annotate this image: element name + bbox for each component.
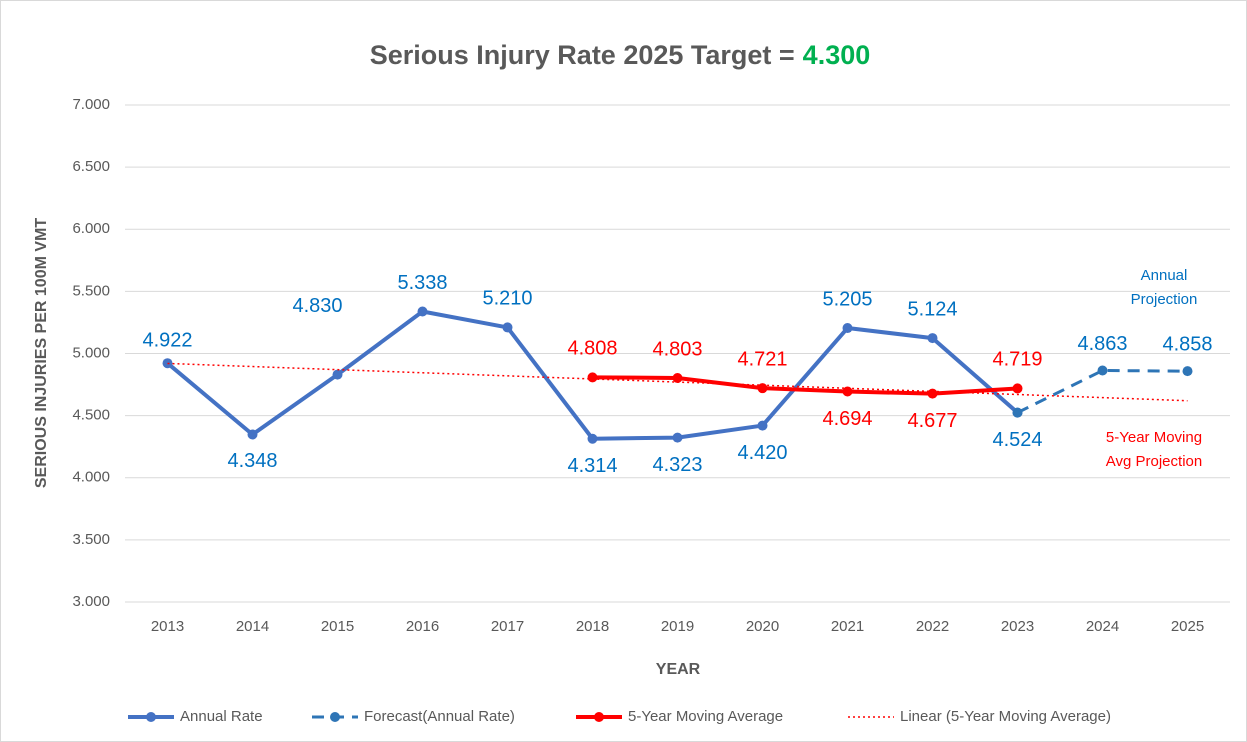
- x-axis-label: YEAR: [656, 661, 701, 678]
- point-marker: [247, 429, 258, 440]
- point-marker: [1182, 366, 1193, 377]
- title-text: Serious Injury Rate 2025 Target =: [370, 40, 795, 70]
- y-axis-label: SERIOUS INJURIES PER 100M VMT: [33, 218, 50, 489]
- y-tick-label: 4.500: [72, 407, 110, 424]
- point-marker: [842, 386, 853, 397]
- point-marker: [1012, 407, 1023, 418]
- annotation-line: Avg Projection: [1106, 453, 1202, 470]
- legend-item: Annual Rate: [128, 708, 263, 725]
- y-tick-label: 3.500: [72, 531, 110, 548]
- y-tick-label: 6.500: [72, 158, 110, 175]
- data-label: 5.210: [482, 288, 532, 310]
- y-tick-label: 7.000: [72, 96, 110, 113]
- x-tick-label: 2016: [406, 618, 439, 635]
- legend-label: 5-Year Moving Average: [628, 708, 783, 725]
- y-tick-label: 5.000: [72, 344, 110, 361]
- x-tick-label: 2018: [576, 618, 609, 635]
- data-label: 4.863: [1077, 333, 1127, 355]
- data-label: 4.524: [992, 429, 1042, 451]
- annotation-line: 5-Year Moving: [1106, 429, 1202, 446]
- data-label: 5.124: [907, 298, 957, 320]
- chart-title: Serious Injury Rate 2025 Target = 4.300: [370, 40, 871, 70]
- y-tick-label: 4.000: [72, 469, 110, 486]
- data-label: 4.314: [567, 455, 617, 477]
- annotation: Annual Projection: [1131, 267, 1198, 308]
- y-tick-label: 6.000: [72, 220, 110, 237]
- point-marker: [757, 383, 768, 394]
- x-tick-label: 2025: [1171, 618, 1204, 635]
- point-marker: [587, 372, 598, 383]
- data-label: 4.858: [1162, 333, 1212, 355]
- data-label: 4.677: [907, 410, 957, 432]
- data-label: 4.719: [992, 349, 1042, 371]
- legend-item: 5-Year Moving Average: [576, 708, 783, 725]
- legend-marker: [146, 712, 156, 722]
- point-marker: [1012, 383, 1023, 394]
- data-label: 4.830: [292, 295, 342, 317]
- y-tick-label: 3.000: [72, 593, 110, 610]
- x-tick-label: 2020: [746, 618, 779, 635]
- point-marker: [672, 432, 683, 443]
- series-line: [592, 375, 1018, 396]
- legend-label: Linear (5-Year Moving Average): [900, 708, 1111, 725]
- x-tick-label: 2015: [321, 618, 354, 635]
- point-marker: [1097, 365, 1108, 376]
- data-label: 4.323: [652, 454, 702, 476]
- legend-label: Forecast(Annual Rate): [364, 708, 515, 725]
- x-tick-label: 2022: [916, 618, 949, 635]
- point-marker: [587, 433, 598, 444]
- y-tick-label: 5.500: [72, 282, 110, 299]
- point-marker: [502, 322, 513, 333]
- point-marker: [842, 323, 853, 334]
- x-tick-label: 2023: [1001, 618, 1034, 635]
- point-marker: [672, 372, 683, 383]
- x-tick-label: 2013: [151, 618, 184, 635]
- annotation-line: Projection: [1131, 291, 1198, 308]
- annotation-line: Annual: [1141, 267, 1188, 284]
- x-tick-label: 2014: [236, 618, 269, 635]
- point-marker: [332, 369, 343, 380]
- legend-label: Annual Rate: [180, 708, 263, 725]
- data-label: 4.348: [227, 450, 277, 472]
- annotation: 5-Year Moving Avg Projection: [1106, 429, 1202, 470]
- x-tick-label: 2019: [661, 618, 694, 635]
- data-label: 5.338: [397, 272, 447, 294]
- series-line: [1016, 369, 1188, 414]
- title-target: 4.300: [803, 40, 871, 70]
- point-marker: [757, 420, 768, 431]
- point-marker: [927, 388, 938, 399]
- legend-marker: [594, 712, 604, 722]
- legend-item: Linear (5-Year Moving Average): [848, 708, 1111, 725]
- point-marker: [162, 358, 173, 369]
- data-label: 4.420: [737, 442, 787, 464]
- data-label: 4.721: [737, 348, 787, 370]
- point-marker: [927, 333, 938, 344]
- data-label: 4.922: [142, 329, 192, 351]
- legend-item: Forecast(Annual Rate): [312, 708, 515, 725]
- series-line: [167, 362, 1188, 402]
- x-tick-label: 2024: [1086, 618, 1119, 635]
- data-label: 5.205: [822, 288, 872, 310]
- x-tick-label: 2017: [491, 618, 524, 635]
- legend-marker: [330, 712, 340, 722]
- data-label: 4.808: [567, 338, 617, 360]
- data-label: 4.803: [652, 338, 702, 360]
- x-tick-label: 2021: [831, 618, 864, 635]
- point-marker: [417, 306, 428, 317]
- data-label: 4.694: [822, 408, 872, 430]
